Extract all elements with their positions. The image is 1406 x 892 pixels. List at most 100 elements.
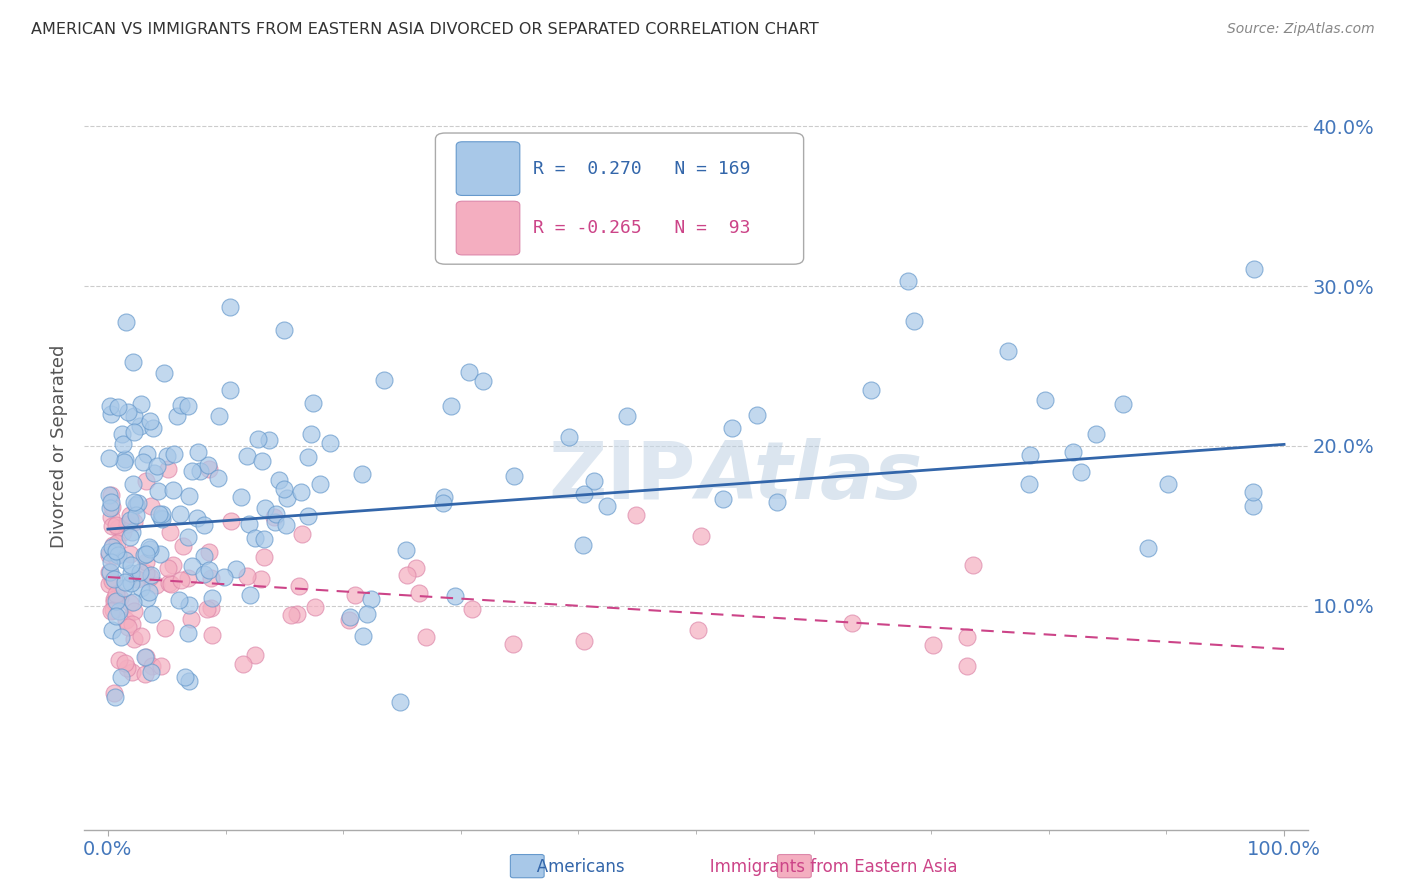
Point <box>201 591 224 606</box>
Point <box>153 366 176 380</box>
Point <box>195 602 218 616</box>
Point <box>98 450 121 465</box>
Point <box>148 483 170 498</box>
Point <box>129 581 152 595</box>
Point <box>179 598 201 612</box>
Point <box>115 661 138 675</box>
Point <box>1241 499 1264 513</box>
Y-axis label: Divorced or Separated: Divorced or Separated <box>51 344 69 548</box>
Point <box>897 275 920 289</box>
Point <box>169 398 191 412</box>
Point <box>166 409 188 423</box>
Point <box>458 365 481 379</box>
Point <box>956 659 979 673</box>
Point <box>291 527 314 541</box>
Point <box>373 373 395 387</box>
Point <box>304 599 326 614</box>
Point <box>225 562 247 576</box>
Point <box>1018 448 1040 462</box>
Point <box>105 609 128 624</box>
Text: ZIP: ZIP <box>548 438 696 516</box>
Point <box>98 545 121 559</box>
Point <box>156 449 179 463</box>
Point <box>395 567 418 582</box>
Point <box>461 601 484 615</box>
Point <box>101 603 124 617</box>
Point <box>188 464 211 478</box>
Point <box>134 650 156 665</box>
Point <box>162 558 184 573</box>
Point <box>1243 261 1265 276</box>
Point <box>352 629 374 643</box>
Point <box>100 604 122 618</box>
Point <box>101 540 124 554</box>
Point <box>139 541 162 556</box>
Point <box>180 612 202 626</box>
Point <box>124 604 146 618</box>
Point <box>1070 465 1092 479</box>
Point <box>132 455 155 469</box>
Point <box>131 629 153 643</box>
Point <box>112 581 135 595</box>
Point <box>100 555 122 569</box>
Point <box>117 620 139 634</box>
Point <box>405 560 427 574</box>
Point <box>1018 476 1040 491</box>
Point <box>108 653 131 667</box>
Point <box>100 407 122 421</box>
Point <box>118 513 141 527</box>
Point <box>103 592 125 607</box>
Point <box>582 474 605 488</box>
Point <box>101 538 124 552</box>
Point <box>841 615 863 630</box>
Point <box>395 543 418 558</box>
Point <box>339 610 361 624</box>
Point <box>471 374 494 388</box>
Point <box>148 507 170 521</box>
Point <box>319 435 342 450</box>
FancyBboxPatch shape <box>778 855 811 878</box>
Point <box>572 634 595 648</box>
Point <box>150 511 173 525</box>
Point <box>136 591 159 605</box>
Point <box>98 548 121 562</box>
Point <box>125 572 148 586</box>
Point <box>177 530 200 544</box>
Point <box>114 452 136 467</box>
Point <box>360 592 382 607</box>
Point <box>121 595 143 609</box>
Point <box>688 623 710 637</box>
Point <box>122 632 145 646</box>
FancyBboxPatch shape <box>510 855 544 878</box>
Point <box>100 574 122 589</box>
Point <box>114 656 136 670</box>
Text: AMERICAN VS IMMIGRANTS FROM EASTERN ASIA DIVORCED OR SEPARATED CORRELATION CHART: AMERICAN VS IMMIGRANTS FROM EASTERN ASIA… <box>31 22 818 37</box>
Point <box>356 607 378 621</box>
Point <box>139 570 162 584</box>
Point <box>997 343 1019 358</box>
Point <box>98 487 121 501</box>
Point <box>120 576 142 591</box>
Point <box>285 607 308 621</box>
Point <box>176 399 198 413</box>
Point <box>247 432 270 446</box>
Point <box>238 516 260 531</box>
Point <box>160 577 183 591</box>
Point <box>169 507 191 521</box>
Point <box>111 525 134 540</box>
Point <box>122 409 145 424</box>
Text: Atlas: Atlas <box>696 438 922 516</box>
Point <box>219 514 242 528</box>
Point <box>197 563 219 577</box>
Point <box>100 488 122 502</box>
Point <box>1156 477 1178 491</box>
Point <box>157 575 180 590</box>
Point <box>163 447 186 461</box>
Point <box>297 450 319 464</box>
Point <box>1062 445 1084 459</box>
Point <box>150 507 173 521</box>
FancyBboxPatch shape <box>436 133 804 264</box>
Point <box>624 508 647 522</box>
Point <box>159 525 181 540</box>
Point <box>120 566 142 580</box>
